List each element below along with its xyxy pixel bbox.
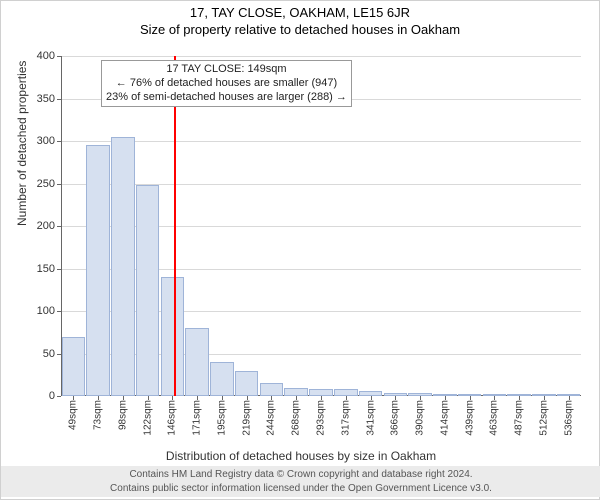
annotation-line: ← 76% of detached houses are smaller (94… <box>106 77 347 91</box>
histogram-bar <box>62 337 86 397</box>
xtick-label: 122sqm <box>142 400 153 436</box>
xtick-label: 195sqm <box>216 400 227 436</box>
histogram-bar <box>260 383 284 396</box>
plot-region: 05010015020025030035040049sqm73sqm98sqm1… <box>61 56 581 396</box>
annotation-box: 17 TAY CLOSE: 149sqm← 76% of detached ho… <box>101 60 352 107</box>
histogram-bar <box>210 362 234 396</box>
xtick-label: 536sqm <box>563 400 574 436</box>
ytick-label: 350 <box>15 93 55 105</box>
histogram-bar <box>111 137 135 396</box>
histogram-bar <box>161 277 185 396</box>
xtick-label: 73sqm <box>93 400 104 430</box>
x-axis-label: Distribution of detached houses by size … <box>1 449 600 463</box>
ytick-label: 400 <box>15 50 55 62</box>
gridline <box>61 141 581 142</box>
footer-line-2: Contains public sector information licen… <box>1 482 600 496</box>
gridline <box>61 56 581 57</box>
ytick-label: 100 <box>15 305 55 317</box>
xtick-label: 390sqm <box>415 400 426 436</box>
ytick-mark <box>57 396 61 397</box>
ytick-label: 300 <box>15 135 55 147</box>
xtick-label: 487sqm <box>514 400 525 436</box>
annotation-line: 23% of semi-detached houses are larger (… <box>106 91 347 105</box>
xtick-label: 49sqm <box>68 400 79 430</box>
xtick-label: 244sqm <box>266 400 277 436</box>
chart-area: 05010015020025030035040049sqm73sqm98sqm1… <box>61 56 581 426</box>
xtick-label: 219sqm <box>241 400 252 436</box>
chart-subtitle: Size of property relative to detached ho… <box>1 22 599 37</box>
histogram-bar <box>136 185 160 396</box>
xtick-label: 146sqm <box>167 400 178 436</box>
annotation-line: 17 TAY CLOSE: 149sqm <box>106 63 347 77</box>
xtick-label: 439sqm <box>464 400 475 436</box>
footer: Contains HM Land Registry data © Crown c… <box>1 466 600 497</box>
xtick-label: 366sqm <box>390 400 401 436</box>
ytick-label: 150 <box>15 263 55 275</box>
ytick-label: 0 <box>15 390 55 402</box>
xtick-label: 512sqm <box>538 400 549 436</box>
xtick-label: 171sqm <box>192 400 203 436</box>
xtick-label: 268sqm <box>291 400 302 436</box>
histogram-bar <box>284 388 308 397</box>
histogram-bar <box>309 389 333 396</box>
ytick-label: 50 <box>15 348 55 360</box>
histogram-bar <box>334 389 358 396</box>
ytick-label: 200 <box>15 220 55 232</box>
xtick-label: 98sqm <box>117 400 128 430</box>
histogram-bar <box>235 371 259 397</box>
xtick-label: 317sqm <box>340 400 351 436</box>
xtick-label: 341sqm <box>365 400 376 436</box>
figure-container: 17, TAY CLOSE, OAKHAM, LE15 6JR Size of … <box>0 0 600 500</box>
ytick-label: 250 <box>15 178 55 190</box>
xtick-label: 293sqm <box>316 400 327 436</box>
histogram-bar <box>86 145 110 396</box>
footer-line-1: Contains HM Land Registry data © Crown c… <box>1 468 600 482</box>
address-title: 17, TAY CLOSE, OAKHAM, LE15 6JR <box>1 5 599 20</box>
histogram-bar <box>185 328 209 396</box>
xtick-label: 414sqm <box>439 400 450 436</box>
xtick-label: 463sqm <box>489 400 500 436</box>
